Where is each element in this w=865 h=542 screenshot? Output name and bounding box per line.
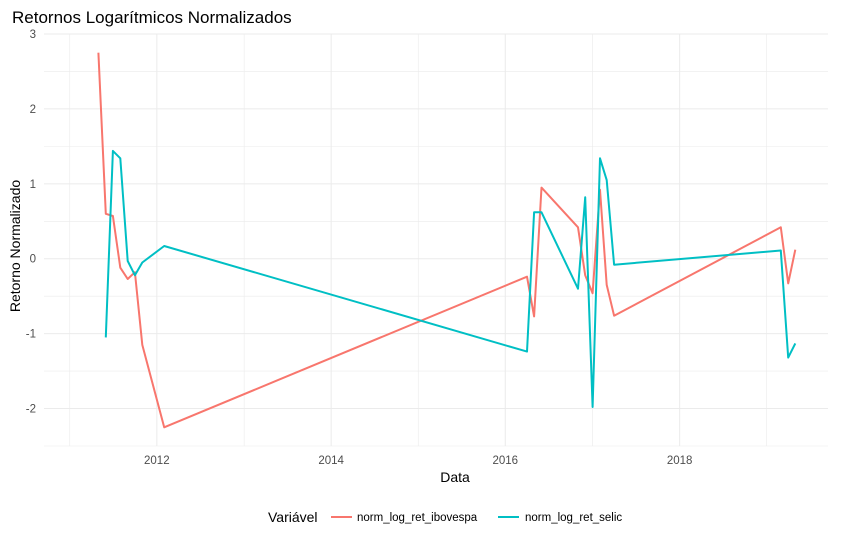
x-axis-title: Data (440, 469, 470, 485)
x-tick-labels: 2012 2014 2016 2018 (144, 455, 692, 467)
y-tick-label: 1 (30, 179, 36, 191)
y-tick-label: 0 (30, 254, 36, 266)
chart-title: Retornos Logarítmicos Normalizados (12, 8, 292, 27)
y-tick-label: 2 (30, 104, 36, 116)
y-tick-label: 3 (30, 29, 36, 41)
x-tick-label: 2016 (492, 455, 518, 467)
series-line-0 (97, 52, 797, 429)
x-tick-label: 2014 (318, 455, 344, 467)
series-line-1 (104, 149, 797, 408)
legend-title: Variável (268, 509, 318, 525)
y-tick-labels: -2 -1 0 1 2 3 (26, 29, 36, 416)
y-axis-title: Retorno Normalizado (7, 180, 23, 312)
y-tick-label: -2 (26, 404, 36, 416)
legend-label-selic: norm_log_ret_selic (525, 512, 622, 524)
legend-label-ibovespa: norm_log_ret_ibovespa (357, 512, 478, 524)
grid-lines (44, 33, 828, 447)
legend: Variável norm_log_ret_ibovespa norm_log_… (268, 509, 622, 525)
series-lines (97, 52, 797, 429)
x-tick-label: 2018 (667, 455, 693, 467)
x-tick-label: 2012 (144, 455, 170, 467)
y-tick-label: -1 (26, 329, 36, 341)
